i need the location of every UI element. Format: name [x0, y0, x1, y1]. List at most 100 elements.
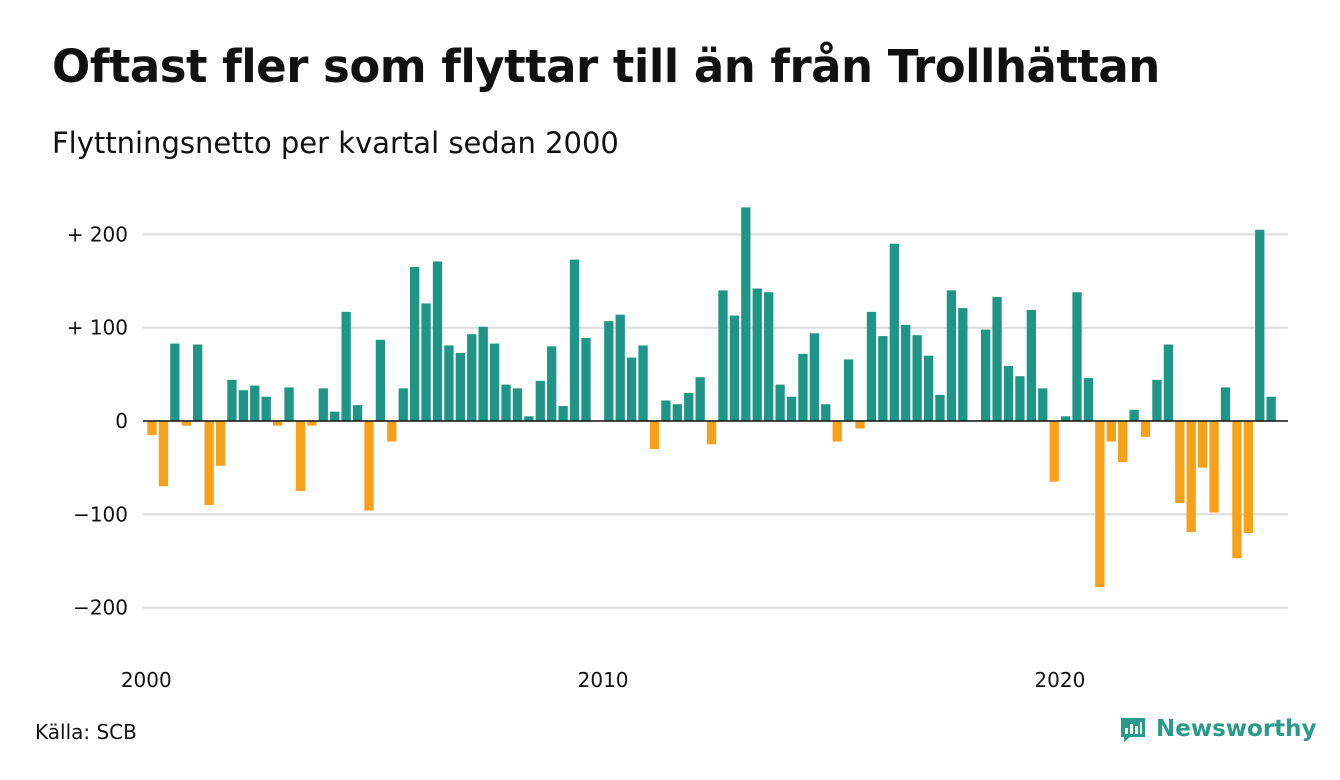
bar-chart: + 200 + 100 0 −100 −200 2000 2010 2020 [67, 207, 1288, 692]
bar [901, 324, 911, 421]
bar [387, 421, 397, 442]
bar [547, 346, 557, 421]
bar [1209, 421, 1219, 513]
newsworthy-logo-icon [1121, 718, 1145, 742]
bar [238, 390, 249, 421]
bar [330, 411, 340, 421]
bar [958, 308, 968, 421]
bar [478, 326, 488, 421]
bar [204, 421, 214, 505]
x-tick-label: 2010 [578, 668, 629, 692]
bar [866, 311, 877, 421]
bar [706, 421, 717, 445]
bar [581, 337, 591, 421]
bar [1049, 421, 1059, 482]
bar [1106, 421, 1116, 442]
bar [741, 207, 751, 421]
bar [375, 339, 386, 421]
bar [729, 315, 740, 421]
bar [147, 421, 157, 435]
bar [501, 384, 511, 421]
bar [1003, 365, 1014, 421]
bar [170, 343, 180, 421]
bar [1163, 344, 1174, 421]
bar [455, 352, 465, 421]
bar [250, 385, 260, 421]
bar [843, 359, 854, 421]
bar [718, 290, 728, 421]
bar [798, 353, 808, 421]
bar [215, 421, 226, 466]
bar [284, 387, 294, 421]
bar [752, 288, 762, 421]
bar [444, 345, 454, 421]
bar [821, 404, 831, 421]
bar [649, 421, 660, 449]
bar [489, 343, 500, 421]
bar [272, 421, 283, 426]
bar [695, 377, 705, 421]
bar [832, 421, 842, 442]
bar [1072, 292, 1082, 421]
bar [1186, 421, 1196, 533]
bar [661, 400, 671, 421]
bar [535, 380, 545, 421]
bar [855, 421, 865, 429]
bar [421, 303, 431, 421]
bar [912, 335, 922, 421]
bar [158, 421, 169, 487]
bar [992, 296, 1002, 421]
bar [684, 393, 694, 421]
bar [1015, 376, 1025, 421]
bar [1197, 421, 1208, 468]
source-credit: Källa: SCB [35, 720, 137, 744]
y-tick-label: −100 [73, 502, 128, 526]
bar [615, 314, 625, 421]
bar [432, 261, 443, 421]
bar [341, 311, 351, 421]
bar [1038, 388, 1048, 422]
chart-subtitle: Flyttningsnetto per kvartal sedan 2000 [52, 126, 619, 160]
bar [672, 404, 682, 421]
bar [1152, 379, 1162, 421]
bars [147, 207, 1276, 588]
bar [227, 379, 237, 421]
chart-title: Oftast fler som flyttar till än från Tro… [52, 40, 1160, 93]
bar [878, 336, 888, 421]
bar [193, 344, 203, 421]
y-tick-label: + 200 [67, 222, 128, 246]
bar [512, 388, 523, 422]
y-tick-label: 0 [115, 409, 128, 433]
bar [1083, 378, 1094, 421]
bar [1129, 409, 1139, 421]
brand-logo: Newsworthy [1118, 714, 1317, 744]
bar [935, 394, 945, 421]
bar [775, 384, 785, 421]
bar [1026, 309, 1036, 421]
bar [764, 292, 774, 421]
bar [558, 406, 568, 421]
bar [1175, 421, 1185, 504]
bar [604, 321, 614, 421]
bar [1095, 421, 1105, 588]
bar [295, 421, 306, 491]
bar [1243, 421, 1253, 533]
x-tick-label: 2020 [1034, 668, 1085, 692]
bar [1060, 416, 1071, 421]
bar [261, 396, 271, 421]
bar [1255, 229, 1265, 421]
bar [307, 421, 317, 426]
bar [352, 405, 363, 421]
bar [467, 334, 477, 421]
bar [1118, 421, 1128, 463]
bar [923, 355, 934, 421]
bar [1220, 387, 1231, 421]
bar [1232, 421, 1242, 559]
bar [786, 396, 797, 421]
y-tick-label: −200 [73, 596, 128, 620]
bar [1266, 396, 1276, 421]
bar [569, 259, 580, 421]
bar [946, 290, 957, 421]
x-tick-label: 2000 [121, 668, 172, 692]
y-axis: + 200 + 100 0 −100 −200 [67, 222, 128, 619]
